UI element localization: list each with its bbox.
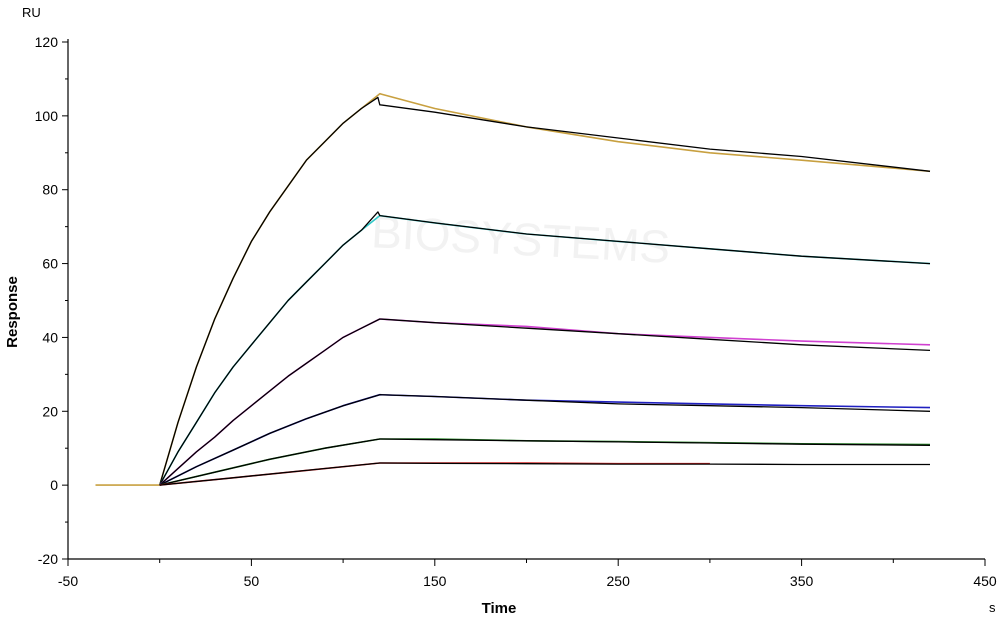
series-line-5 [159,318,931,486]
series-line-2 [159,96,931,486]
y-tick-label: 100 [35,108,59,124]
axes: -20 0 20 40 60 80 100 120 -50 50 150 250 350 450 [35,34,997,589]
series-line-1 [95,92,931,486]
series-line-4 [159,211,931,486]
plot-lines [95,92,931,486]
y-tick-label: 60 [42,256,58,272]
x-tick-label: 350 [790,573,814,589]
y-unit-label: RU [22,5,41,20]
x-tick-label: -50 [58,573,78,589]
x-tick-label: 150 [423,573,447,589]
y-axis-title: Response [4,276,21,348]
x-axis-title: Time [482,600,517,617]
x-tick-label: 250 [607,573,631,589]
y-tick-label: 0 [50,477,58,493]
series-line-12 [159,462,930,486]
series-line-8 [159,394,931,486]
series-line-10 [159,438,931,486]
x-unit-label: s [989,600,996,615]
y-tick-label: 120 [35,34,59,50]
y-tick-label: 80 [42,182,58,198]
y-tick-label: 40 [42,329,58,345]
x-tick-label: 450 [973,573,997,589]
series-line-9 [159,438,931,486]
watermark-text: BIOSYSTEMS [370,205,671,273]
y-tick-label: -20 [38,551,58,567]
series-line-6 [159,318,931,486]
x-tick-label: 50 [244,573,260,589]
y-tick-label: 20 [42,403,58,419]
